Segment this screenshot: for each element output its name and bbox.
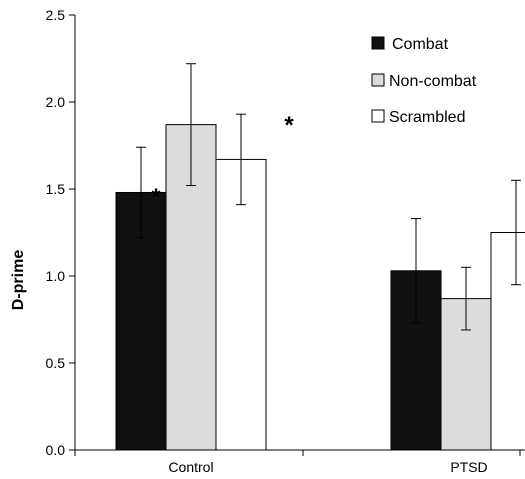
y-tick-label: 2.5: [46, 7, 66, 23]
bar-ptsd-scrambled: [490, 232, 525, 451]
legend-label-scrambled: Scrambled: [389, 109, 465, 126]
y-axis-title: D-prime: [10, 250, 27, 311]
x-category-label: Control: [168, 459, 213, 475]
significance-star-control-scrambled: *: [284, 112, 294, 139]
legend: Combat Non-combat Scrambled: [371, 36, 477, 126]
y-tick-label: 1.5: [46, 181, 66, 197]
legend-swatch-combat: [371, 36, 385, 50]
legend-swatch-non-combat: [371, 73, 385, 87]
x-category-label: PTSD: [450, 459, 487, 475]
significance-star-control-combat: *: [151, 184, 161, 211]
y-tick-label: 0.5: [46, 355, 66, 371]
legend-label-combat: Combat: [392, 36, 449, 53]
y-tick-label: 0.0: [46, 442, 66, 458]
y-tick-label: 2.0: [46, 94, 66, 110]
bar-control-scrambled: [215, 158, 267, 451]
legend-swatch-scrambled: [371, 109, 385, 123]
legend-label-non-combat: Non-combat: [389, 73, 477, 90]
y-tick-label: 1.0: [46, 268, 66, 284]
